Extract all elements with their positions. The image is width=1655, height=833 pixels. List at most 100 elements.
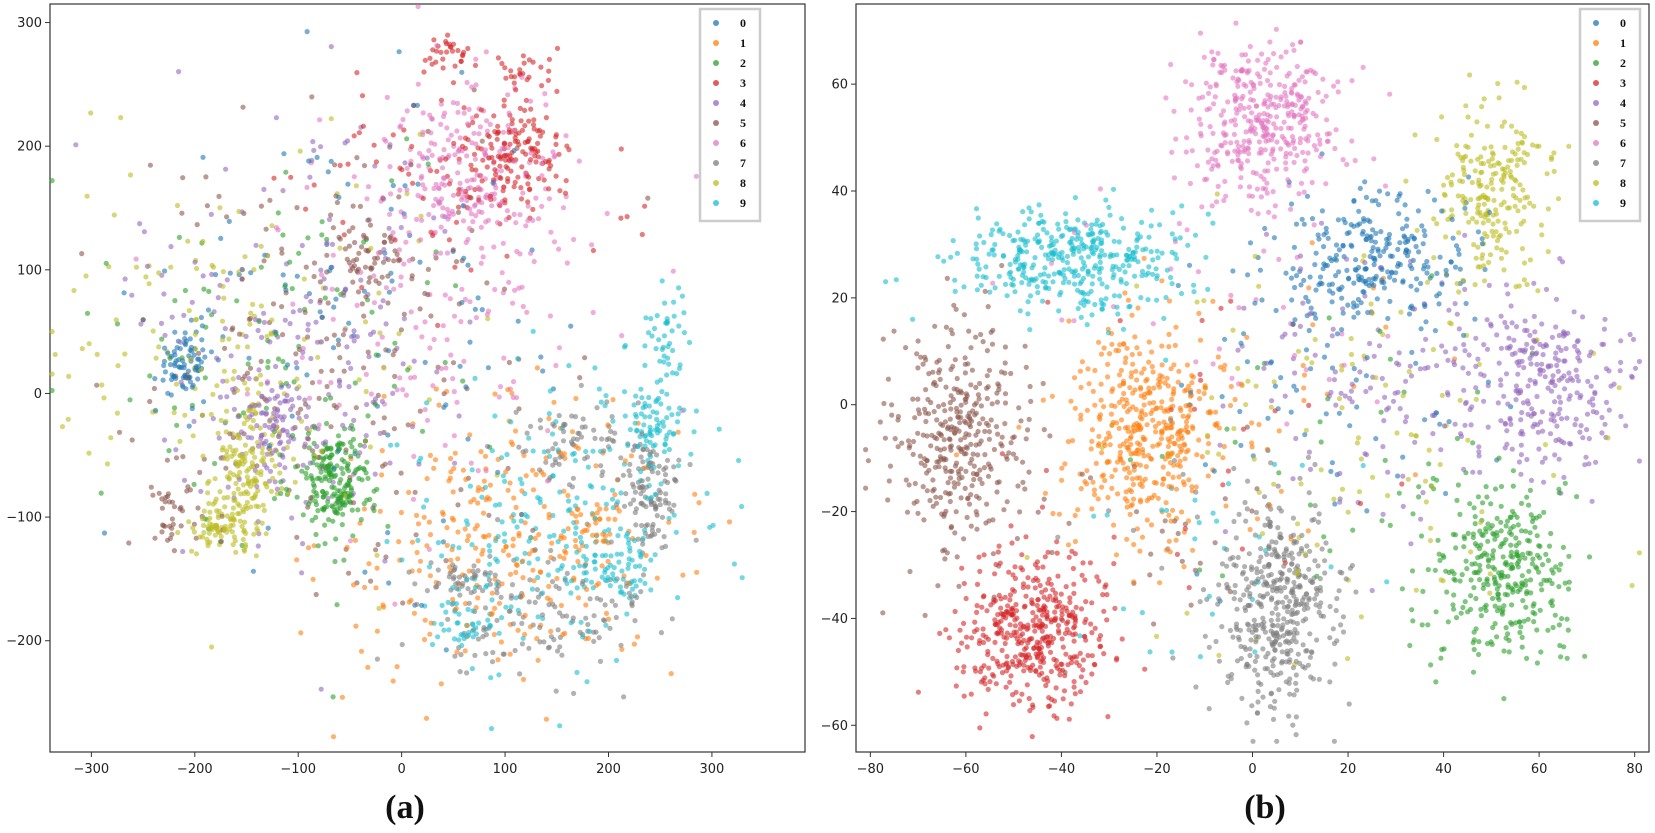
data-point-class-7 xyxy=(627,472,633,478)
data-point-class-1 xyxy=(561,451,568,457)
data-point-class-1 xyxy=(516,530,522,537)
data-point-class-8 xyxy=(277,470,283,476)
data-point-class-4 xyxy=(1590,396,1596,402)
data-point-class-3 xyxy=(522,107,528,113)
data-point-class-0 xyxy=(1299,216,1305,222)
data-point-class-7 xyxy=(571,690,577,697)
data-point-class-1 xyxy=(522,612,528,619)
data-point-class-7 xyxy=(669,616,675,622)
data-point-class-3 xyxy=(1080,560,1086,566)
data-point-class-6 xyxy=(1288,206,1294,212)
data-point-class-4 xyxy=(1506,335,1512,341)
data-point-class-9 xyxy=(580,634,586,640)
data-point-class-2 xyxy=(1441,646,1447,652)
data-point-class-9 xyxy=(499,615,505,621)
data-point-class-8 xyxy=(133,264,140,270)
data-point-class-3 xyxy=(1010,702,1017,708)
data-point-class-9 xyxy=(625,442,631,448)
data-point-class-6 xyxy=(504,208,510,214)
data-point-class-9 xyxy=(626,561,632,567)
data-point-class-8 xyxy=(215,430,221,436)
data-point-class-0 xyxy=(390,182,396,189)
data-point-class-2 xyxy=(322,522,328,528)
data-point-class-4 xyxy=(349,334,355,340)
data-point-class-6 xyxy=(450,192,457,198)
data-point-class-7 xyxy=(495,517,501,523)
data-point-class-1 xyxy=(1151,479,1157,486)
data-point-class-3 xyxy=(1007,622,1013,628)
data-point-class-9 xyxy=(495,533,501,540)
data-point-class-2 xyxy=(320,456,326,463)
data-point-class-1 xyxy=(1157,580,1163,586)
data-point-class-2 xyxy=(275,356,282,362)
data-point-class-9 xyxy=(441,627,447,633)
data-point-class-5 xyxy=(976,421,983,427)
data-point-class-7 xyxy=(631,497,637,503)
data-point-class-6 xyxy=(1223,193,1229,199)
data-point-class-5 xyxy=(170,521,176,527)
data-point-class-1 xyxy=(534,365,541,371)
data-point-class-8 xyxy=(188,356,194,362)
data-point-class-2 xyxy=(172,298,178,304)
data-point-class-1 xyxy=(612,516,618,523)
data-point-class-3 xyxy=(1008,523,1014,529)
data-point-class-7 xyxy=(513,409,519,415)
data-point-class-7 xyxy=(648,466,654,472)
data-point-class-7 xyxy=(460,581,466,587)
data-point-class-9 xyxy=(669,328,675,334)
data-point-class-7 xyxy=(629,594,635,600)
data-point-class-8 xyxy=(1455,151,1461,157)
data-point-class-8 xyxy=(251,481,257,487)
data-point-class-8 xyxy=(318,448,324,454)
data-point-class-8 xyxy=(239,523,245,530)
data-point-class-4 xyxy=(1585,378,1591,384)
data-point-class-1 xyxy=(1016,424,1022,430)
data-point-class-1 xyxy=(505,487,511,493)
x-tick-label: −100 xyxy=(280,762,316,777)
data-point-class-7 xyxy=(481,627,487,633)
data-point-class-6 xyxy=(523,170,529,176)
data-point-class-7 xyxy=(524,430,530,436)
data-point-class-9 xyxy=(619,589,625,595)
data-point-class-6 xyxy=(533,195,539,201)
data-point-class-1 xyxy=(460,467,466,473)
data-point-class-9 xyxy=(633,393,639,399)
data-point-class-6 xyxy=(1225,99,1231,105)
data-point-class-7 xyxy=(1243,518,1249,524)
data-point-class-6 xyxy=(547,313,554,319)
data-point-class-2 xyxy=(1416,494,1422,500)
data-point-class-0 xyxy=(161,358,167,364)
data-point-class-3 xyxy=(422,57,428,63)
data-point-class-7 xyxy=(654,452,660,458)
data-point-class-6 xyxy=(1071,318,1077,324)
data-point-class-3 xyxy=(359,93,366,99)
data-point-class-8 xyxy=(248,504,254,510)
data-point-class-9 xyxy=(615,533,621,539)
data-point-class-4 xyxy=(267,468,274,474)
data-point-class-8 xyxy=(259,458,265,464)
data-point-class-0 xyxy=(1353,377,1359,383)
data-point-class-6 xyxy=(433,181,439,187)
data-point-class-8 xyxy=(240,482,247,488)
data-point-class-7 xyxy=(475,636,481,642)
data-point-class-8 xyxy=(236,510,242,517)
data-point-class-1 xyxy=(1137,384,1144,391)
data-point-class-6 xyxy=(551,239,558,245)
data-point-class-3 xyxy=(985,652,991,658)
data-point-class-9 xyxy=(455,620,461,626)
data-point-class-8 xyxy=(296,384,302,390)
data-point-class-9 xyxy=(642,580,648,587)
data-point-class-3 xyxy=(360,123,366,129)
data-point-class-0 xyxy=(201,399,207,405)
data-point-class-2 xyxy=(1508,549,1514,555)
data-point-class-1 xyxy=(1215,354,1221,360)
data-point-class-3 xyxy=(541,177,547,183)
data-point-class-0 xyxy=(152,407,159,413)
data-point-class-0 xyxy=(1359,231,1365,237)
data-point-class-9 xyxy=(515,607,521,614)
data-point-class-3 xyxy=(303,206,309,212)
data-point-class-6 xyxy=(1278,54,1284,60)
data-point-class-4 xyxy=(1282,393,1288,399)
data-point-class-8 xyxy=(417,131,423,137)
data-point-class-9 xyxy=(632,563,639,570)
